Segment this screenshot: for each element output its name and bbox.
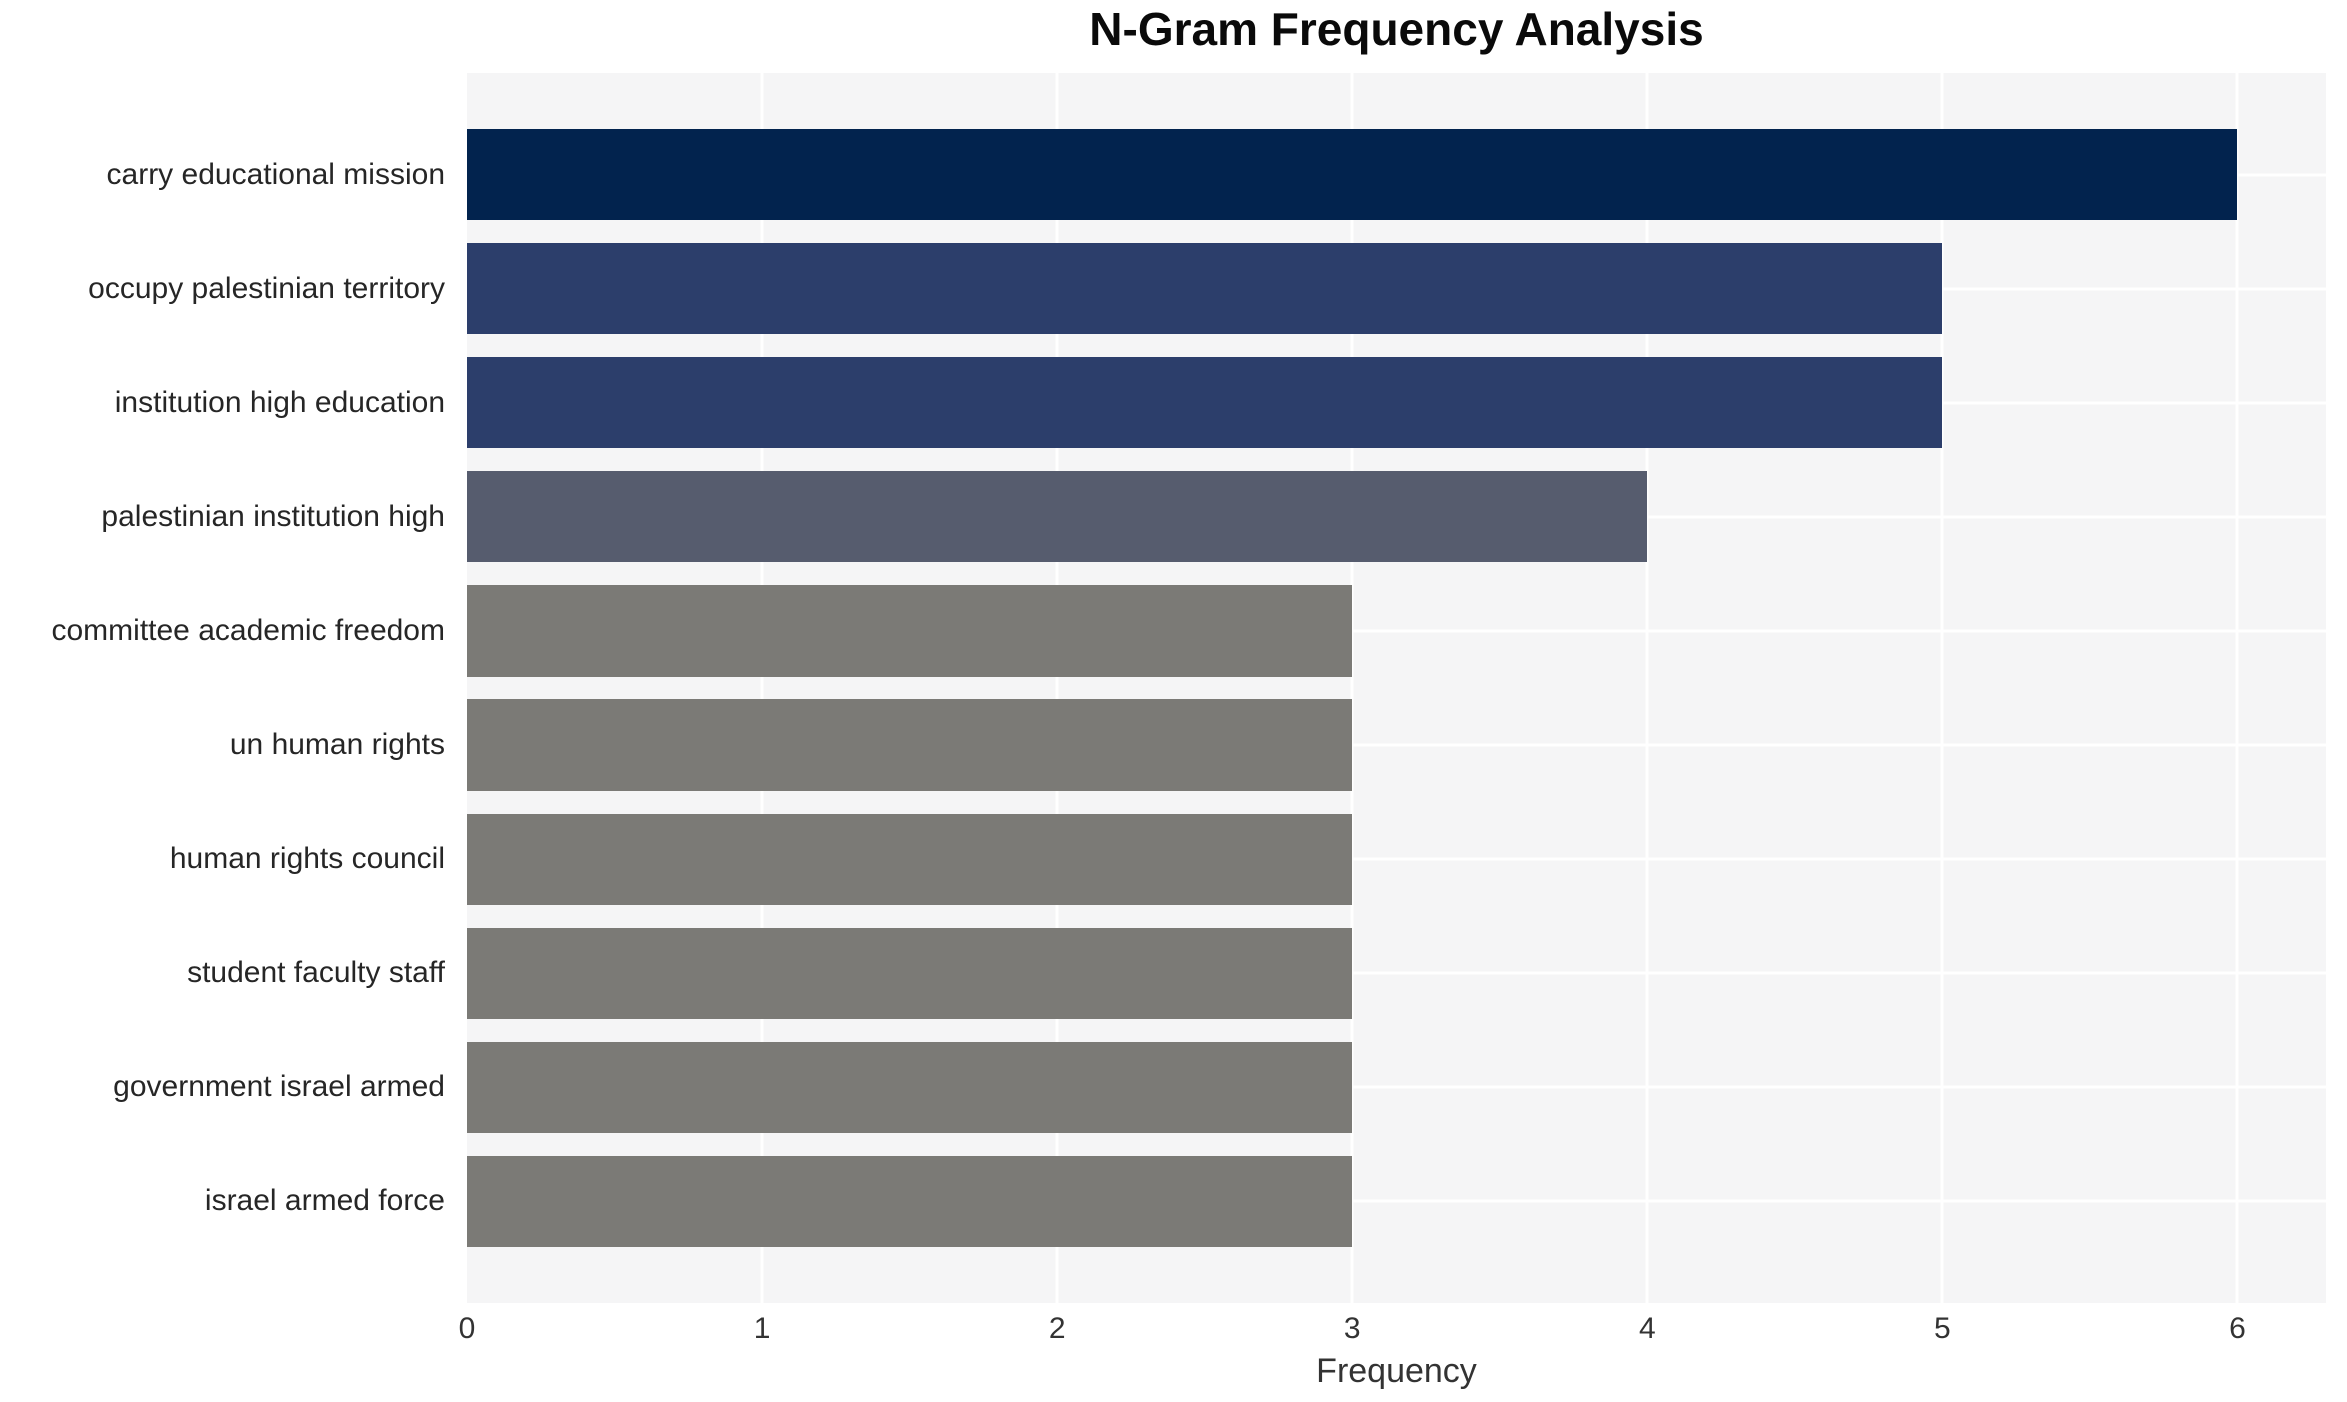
gridline-horizontal <box>467 743 2326 747</box>
x-tick-label-0: 0 <box>458 1312 476 1345</box>
bar-committee-academic-freedom <box>467 585 1353 677</box>
x-tick-label-1: 1 <box>753 1312 771 1345</box>
y-tick-label-student-faculty-staff: student faculty staff <box>187 956 445 990</box>
y-tick-label-un-human-rights: un human rights <box>229 728 445 762</box>
bar-student-faculty-staff <box>467 927 1353 1019</box>
bar-institution-high-education <box>467 357 1943 449</box>
bar-un-human-rights <box>467 699 1353 791</box>
y-tick-label-human-rights-council: human rights council <box>169 842 445 876</box>
gridline-vertical <box>1055 73 1059 1303</box>
bar-occupy-palestinian-territory <box>467 243 1943 335</box>
x-tick-label-5: 5 <box>1934 1312 1951 1345</box>
y-tick-label-institution-high-education: institution high education <box>114 385 445 419</box>
x-tick-label-4: 4 <box>1638 1312 1656 1345</box>
gridline-horizontal <box>467 857 2326 861</box>
bar-carry-educational-mission <box>467 128 2238 221</box>
x-tick-label-6: 6 <box>2229 1312 2246 1345</box>
gridline-vertical <box>1350 73 1354 1303</box>
bar-human-rights-council <box>467 813 1353 905</box>
gridline-vertical <box>1645 73 1649 1303</box>
y-tick-label-carry-educational-mission: carry educational mission <box>106 157 445 191</box>
bar-palestinian-institution-high <box>467 471 1648 563</box>
gridline-vertical <box>2235 73 2239 1303</box>
gridline-horizontal <box>467 971 2326 975</box>
bar-israel-armed-force <box>467 1155 1353 1248</box>
y-tick-label-palestinian-institution-high: palestinian institution high <box>101 499 445 533</box>
y-tick-label-committee-academic-freedom: committee academic freedom <box>51 613 446 647</box>
bar-government-israel-armed <box>467 1041 1353 1133</box>
x-axis-title: Frequency <box>1316 1352 1477 1390</box>
gridline-horizontal <box>467 629 2326 633</box>
gridline-vertical <box>1940 73 1944 1303</box>
y-tick-label-occupy-palestinian-territory: occupy palestinian territory <box>88 271 445 305</box>
gridline-horizontal <box>467 1199 2326 1203</box>
x-tick-label-3: 3 <box>1343 1312 1361 1345</box>
gridline-vertical <box>760 73 764 1303</box>
y-tick-label-israel-armed-force: israel armed force <box>204 1184 445 1218</box>
y-tick-label-government-israel-armed: government israel armed <box>113 1070 445 1104</box>
plot-area <box>467 73 2326 1303</box>
x-tick-label-2: 2 <box>1048 1312 1066 1345</box>
gridline-horizontal <box>467 1085 2326 1089</box>
chart-title: N-Gram Frequency Analysis <box>1089 3 1704 55</box>
